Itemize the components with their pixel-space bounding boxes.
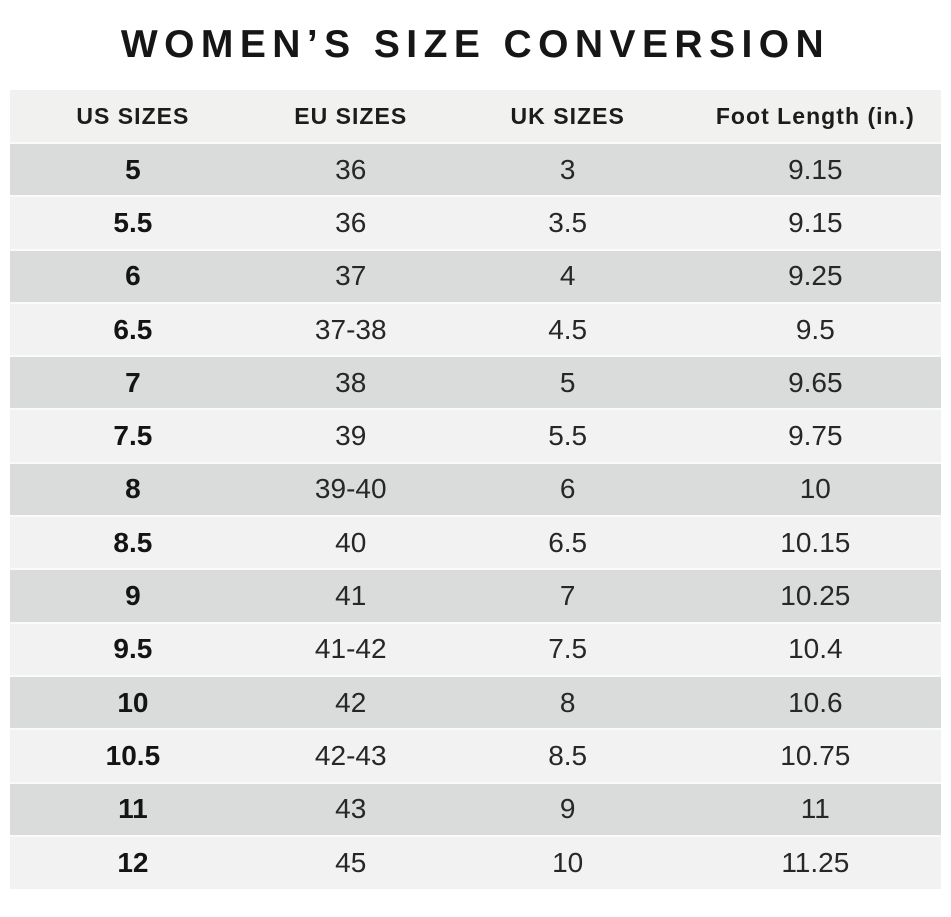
table-row: 8.5 40 6.5 10.15 (10, 515, 941, 570)
table-row: 7 38 5 9.65 (10, 355, 941, 410)
us-size-cell: 6.5 (10, 301, 256, 357)
foot-length-cell: 10.75 (689, 728, 941, 783)
eu-size-cell: 41-42 (255, 621, 446, 676)
page-title: WOMEN’S SIZE CONVERSION (120, 23, 831, 66)
uk-size-cell: 4 (445, 248, 690, 303)
foot-length-cell: 10.15 (689, 515, 941, 570)
us-size-cell: 5 (10, 141, 256, 197)
table-body: 5 36 3 9.15 5.5 36 3.5 9.15 6 37 4 9.25 6.5 37-38 4.5 9… (10, 141, 941, 890)
table-row: 10.5 42-43 8.5 10.75 (10, 728, 941, 783)
foot-length-cell: 9.75 (689, 408, 941, 463)
uk-size-cell: 5.5 (445, 408, 690, 463)
us-size-cell: 8 (10, 461, 256, 517)
eu-size-cell: 45 (255, 834, 446, 890)
uk-size-cell: 3.5 (445, 195, 690, 250)
table-row: 10 42 8 10.6 (10, 674, 941, 730)
table-header: US SIZES EU SIZES UK SIZES Foot Length (… (10, 90, 941, 143)
us-size-cell: 8.5 (10, 515, 256, 570)
eu-size-cell: 40 (255, 515, 446, 570)
uk-size-cell: 7 (445, 568, 690, 623)
size-conversion-table: US SIZES EU SIZES UK SIZES Foot Length (… (10, 90, 941, 890)
us-size-cell: 6 (10, 248, 256, 303)
us-size-cell: 7.5 (10, 408, 256, 463)
table-row: 6.5 37-38 4.5 9.5 (10, 301, 941, 357)
foot-length-cell: 11 (689, 781, 941, 836)
table-row: 5 36 3 9.15 (10, 141, 941, 197)
title-area: WOMEN’S SIZE CONVERSION (0, 0, 951, 90)
us-size-cell: 10 (10, 674, 256, 730)
header-uk-sizes: UK SIZES (445, 90, 690, 143)
eu-size-cell: 39-40 (255, 461, 446, 517)
eu-size-cell: 42-43 (255, 728, 446, 783)
table-row: 6 37 4 9.25 (10, 248, 941, 303)
us-size-cell: 11 (10, 781, 256, 836)
uk-size-cell: 8.5 (445, 728, 690, 783)
uk-size-cell: 6 (445, 461, 690, 517)
eu-size-cell: 41 (255, 568, 446, 623)
us-size-cell: 10.5 (10, 728, 256, 783)
foot-length-cell: 9.25 (689, 248, 941, 303)
eu-size-cell: 38 (255, 355, 446, 410)
foot-length-cell: 10.4 (689, 621, 941, 676)
page: WOMEN’S SIZE CONVERSION US SIZES EU SIZE… (0, 0, 951, 890)
uk-size-cell: 9 (445, 781, 690, 836)
uk-size-cell: 5 (445, 355, 690, 410)
table-row: 11 43 9 11 (10, 781, 941, 836)
uk-size-cell: 10 (445, 834, 690, 890)
foot-length-cell: 10.25 (689, 568, 941, 623)
eu-size-cell: 36 (255, 141, 446, 197)
table-row: 7.5 39 5.5 9.75 (10, 408, 941, 463)
us-size-cell: 12 (10, 834, 256, 890)
table-row: 5.5 36 3.5 9.15 (10, 195, 941, 250)
foot-length-cell: 9.15 (689, 141, 941, 197)
us-size-cell: 5.5 (10, 195, 256, 250)
uk-size-cell: 8 (445, 674, 690, 730)
header-foot-length: Foot Length (in.) (689, 90, 941, 143)
table-row: 9.5 41-42 7.5 10.4 (10, 621, 941, 676)
eu-size-cell: 39 (255, 408, 446, 463)
eu-size-cell: 37-38 (255, 301, 446, 357)
header-eu-sizes: EU SIZES (255, 90, 446, 143)
eu-size-cell: 37 (255, 248, 446, 303)
foot-length-cell: 11.25 (689, 834, 941, 890)
us-size-cell: 7 (10, 355, 256, 410)
table-row: 9 41 7 10.25 (10, 568, 941, 623)
foot-length-cell: 10 (689, 461, 941, 517)
uk-size-cell: 6.5 (445, 515, 690, 570)
table-row: 8 39-40 6 10 (10, 461, 941, 517)
us-size-cell: 9.5 (10, 621, 256, 676)
uk-size-cell: 4.5 (445, 301, 690, 357)
eu-size-cell: 42 (255, 674, 446, 730)
uk-size-cell: 3 (445, 141, 690, 197)
eu-size-cell: 43 (255, 781, 446, 836)
foot-length-cell: 9.15 (689, 195, 941, 250)
foot-length-cell: 10.6 (689, 674, 941, 730)
table-row: 12 45 10 11.25 (10, 834, 941, 890)
foot-length-cell: 9.5 (689, 301, 941, 357)
header-us-sizes: US SIZES (10, 90, 256, 143)
us-size-cell: 9 (10, 568, 256, 623)
header-row: US SIZES EU SIZES UK SIZES Foot Length (… (10, 90, 941, 143)
uk-size-cell: 7.5 (445, 621, 690, 676)
eu-size-cell: 36 (255, 195, 446, 250)
foot-length-cell: 9.65 (689, 355, 941, 410)
